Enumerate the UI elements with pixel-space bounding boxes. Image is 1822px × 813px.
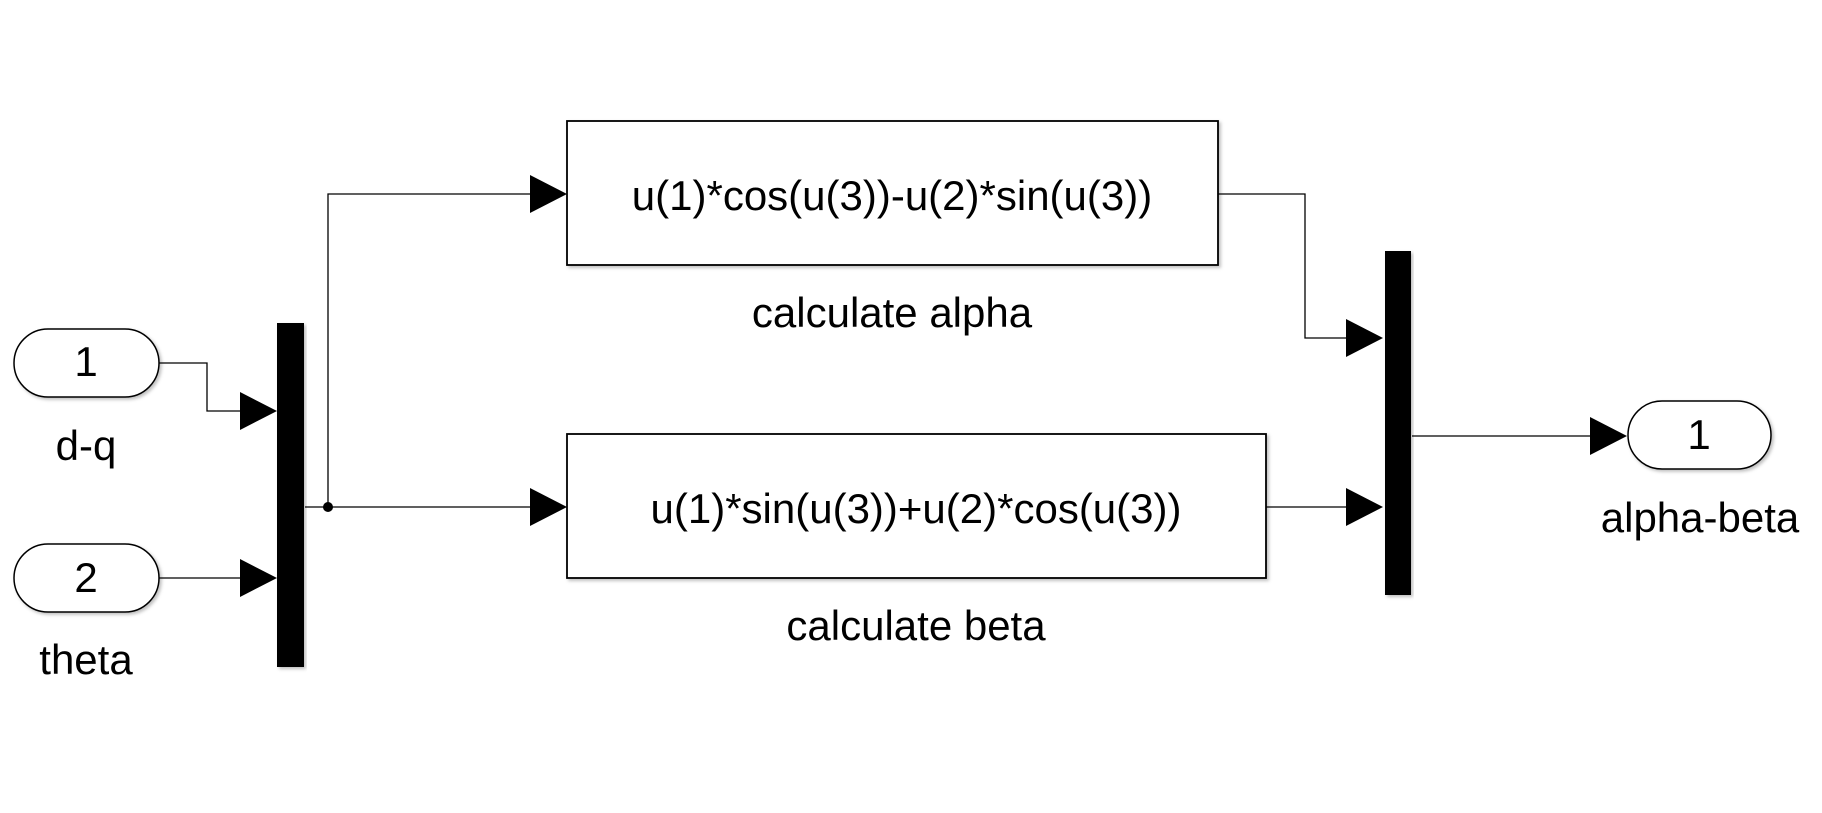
inport-block-dq[interactable]: 1 <box>13 328 160 398</box>
mux-block-output[interactable] <box>1385 251 1411 595</box>
arrowhead-alpha-in <box>530 175 567 213</box>
signal-line-alpha-out[interactable] <box>1218 193 1346 339</box>
fcn-expression-alpha: u(1)*cos(u(3))-u(2)*sin(u(3)) <box>632 172 1152 219</box>
fcn-expression-beta: u(1)*sin(u(3))+u(2)*cos(u(3)) <box>651 485 1182 532</box>
outport-block-alpha-beta[interactable]: 1 <box>1627 400 1772 470</box>
inport-number: 2 <box>74 554 97 601</box>
mux-block-input[interactable] <box>277 323 304 667</box>
outport-number: 1 <box>1687 411 1710 458</box>
arrowhead-beta-in <box>530 488 567 526</box>
outport-label: alpha-beta <box>1601 494 1800 541</box>
signal-line-dq[interactable] <box>159 362 244 412</box>
arrowhead-mux1-in2 <box>240 559 277 597</box>
inport-label-dq: d-q <box>56 422 117 469</box>
fcn-block-alpha[interactable]: u(1)*cos(u(3))-u(2)*sin(u(3)) <box>566 120 1219 266</box>
arrowhead-mux2-in1 <box>1346 319 1383 357</box>
branch-point <box>323 502 333 512</box>
fcn-block-beta[interactable]: u(1)*sin(u(3))+u(2)*cos(u(3)) <box>566 433 1267 579</box>
inport-label-theta: theta <box>39 636 133 683</box>
signal-line-to-alpha[interactable] <box>327 193 530 507</box>
fcn-label-beta: calculate beta <box>786 602 1046 649</box>
arrowhead-mux2-in2 <box>1346 488 1383 526</box>
inport-block-theta[interactable]: 2 <box>13 543 160 613</box>
fcn-label-alpha: calculate alpha <box>752 289 1033 336</box>
inport-number: 1 <box>74 338 97 385</box>
arrowhead-mux1-in1 <box>240 392 277 430</box>
arrowhead-outport-in <box>1590 417 1627 455</box>
